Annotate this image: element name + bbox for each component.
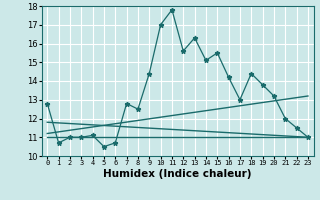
X-axis label: Humidex (Indice chaleur): Humidex (Indice chaleur) <box>103 169 252 179</box>
